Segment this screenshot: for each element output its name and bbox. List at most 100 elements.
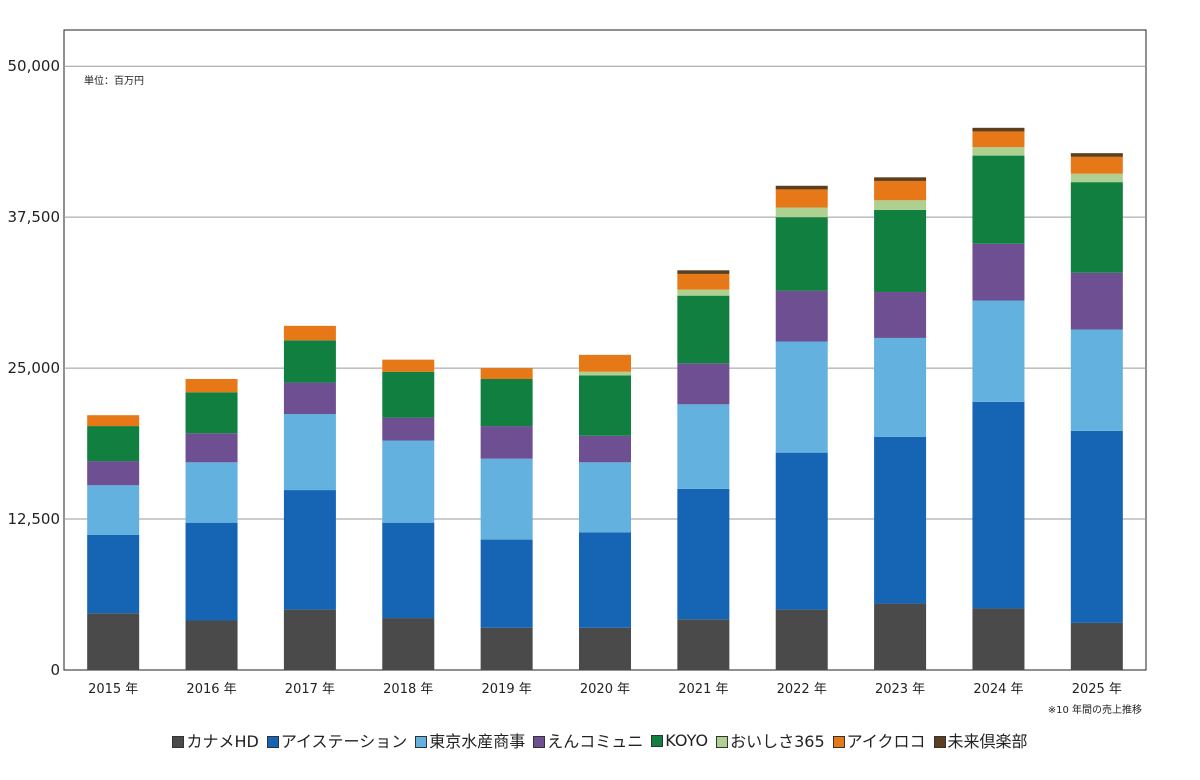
- bar-segment: [87, 461, 140, 486]
- bar-segment: [1070, 430, 1123, 623]
- bar-segment: [382, 618, 435, 670]
- legend-swatch: [172, 736, 185, 748]
- bar-segment: [283, 490, 336, 610]
- legend-label: 未来倶楽部: [947, 732, 1028, 751]
- legend-label: 東京水産商事: [429, 732, 526, 751]
- bar-segment: [775, 185, 828, 190]
- legend-item: おいしさ365: [716, 728, 825, 752]
- bar-segment: [677, 273, 730, 290]
- bar-segment: [579, 435, 631, 463]
- legend-label: カナメHD: [186, 732, 259, 751]
- bar-segment: [87, 534, 140, 614]
- bar-segment: [972, 608, 1025, 670]
- bar-segment: [874, 337, 927, 437]
- bar-segment: [972, 243, 1025, 301]
- footnote: ※10 年間の売上推移: [1048, 703, 1142, 716]
- bar-segment: [874, 209, 927, 293]
- bar-segment: [972, 131, 1025, 148]
- legend-item: KOYO: [651, 731, 708, 750]
- bar-segment: [480, 426, 533, 459]
- x-tick-label: 2015 年: [88, 682, 138, 697]
- bar-segment: [283, 340, 336, 383]
- legend-swatch: [651, 734, 664, 747]
- bar-segment: [874, 436, 927, 604]
- bar-segment: [1070, 156, 1123, 174]
- legend-label: えんコミュニ: [547, 732, 644, 751]
- bar-segment: [579, 371, 631, 376]
- legend-item: 東京水産商事: [415, 728, 525, 752]
- y-tick-label: 0: [50, 661, 60, 679]
- y-tick-label: 50,000: [8, 57, 61, 75]
- bar-segment: [874, 177, 927, 181]
- bar-segment: [1070, 182, 1123, 273]
- bar-segment: [480, 368, 533, 379]
- legend-swatch: [933, 736, 946, 748]
- bar-segment: [972, 401, 1025, 609]
- bar-segment: [185, 433, 238, 463]
- bar-segment: [972, 147, 1025, 156]
- x-tick-label: 2025 年: [1072, 682, 1122, 697]
- bar-segment: [1070, 622, 1123, 670]
- legend-swatch: [266, 736, 279, 748]
- legend: カナメHD アイステーション 東京水産商事 えんコミュニ KOYO おいしさ365 アイクロ…: [0, 728, 1200, 752]
- legend-swatch: [533, 736, 546, 748]
- y-tick-label: 25,000: [8, 359, 61, 377]
- bar-segment: [185, 392, 238, 434]
- bar-segment: [480, 458, 533, 540]
- bar-segment: [579, 462, 631, 533]
- x-tick-label: 2018 年: [383, 682, 433, 697]
- x-tick-label: 2017 年: [285, 682, 335, 697]
- legend-swatch: [832, 736, 845, 748]
- bar-segment: [1070, 272, 1123, 330]
- bar-segment: [677, 270, 730, 274]
- bar-segment: [87, 415, 140, 427]
- bar-segment: [677, 404, 730, 489]
- legend-item: アイクロコ: [832, 728, 926, 752]
- bars: [87, 127, 1123, 670]
- x-axis-ticks: 2015 年 2016 年 2017 年 2018 年 2019 年 2020 年 2021…: [88, 682, 1122, 697]
- bar-segment: [480, 539, 533, 628]
- bar-segment: [874, 292, 927, 338]
- bar-segment: [677, 295, 730, 364]
- bar-segment: [185, 378, 238, 393]
- bar-segment: [677, 488, 730, 620]
- bar-segment: [775, 189, 828, 208]
- bar-segment: [677, 289, 730, 296]
- bar-segment: [87, 426, 140, 462]
- legend-item: アイステーション: [266, 728, 407, 752]
- legend-swatch: [716, 736, 729, 748]
- bar-segment: [579, 375, 631, 436]
- bar-segment: [874, 200, 927, 210]
- bar-segment: [185, 522, 238, 621]
- bar-segment: [185, 462, 238, 523]
- bar-segment: [1070, 329, 1123, 431]
- bar-segment: [283, 325, 336, 341]
- x-tick-label: 2016 年: [186, 682, 236, 697]
- bar-segment: [972, 155, 1025, 244]
- bar-segment: [382, 417, 435, 441]
- bar-segment: [87, 485, 140, 535]
- bar-segment: [775, 452, 828, 610]
- bar-segment: [579, 354, 631, 372]
- bar-segment: [874, 180, 927, 201]
- x-tick-label: 2024 年: [973, 682, 1023, 697]
- bar-segment: [579, 532, 631, 628]
- legend-swatch: [415, 736, 428, 748]
- bar-segment: [185, 620, 238, 670]
- legend-label: KOYO: [665, 730, 709, 750]
- bar-segment: [775, 217, 828, 291]
- bar-segment: [775, 207, 828, 218]
- legend-label: アイクロコ: [846, 732, 926, 751]
- bar-segment: [1070, 173, 1123, 183]
- bar-segment: [972, 300, 1025, 402]
- bar-segment: [480, 627, 533, 670]
- bar-segment: [972, 127, 1025, 132]
- bar-segment: [283, 382, 336, 414]
- bar-segment: [283, 609, 336, 670]
- x-tick-label: 2020 年: [580, 682, 630, 697]
- x-tick-label: 2019 年: [482, 682, 532, 697]
- legend-item: カナメHD: [172, 728, 259, 752]
- legend-label: おいしさ365: [730, 732, 825, 751]
- bar-segment: [775, 609, 828, 670]
- bar-segment: [382, 371, 435, 418]
